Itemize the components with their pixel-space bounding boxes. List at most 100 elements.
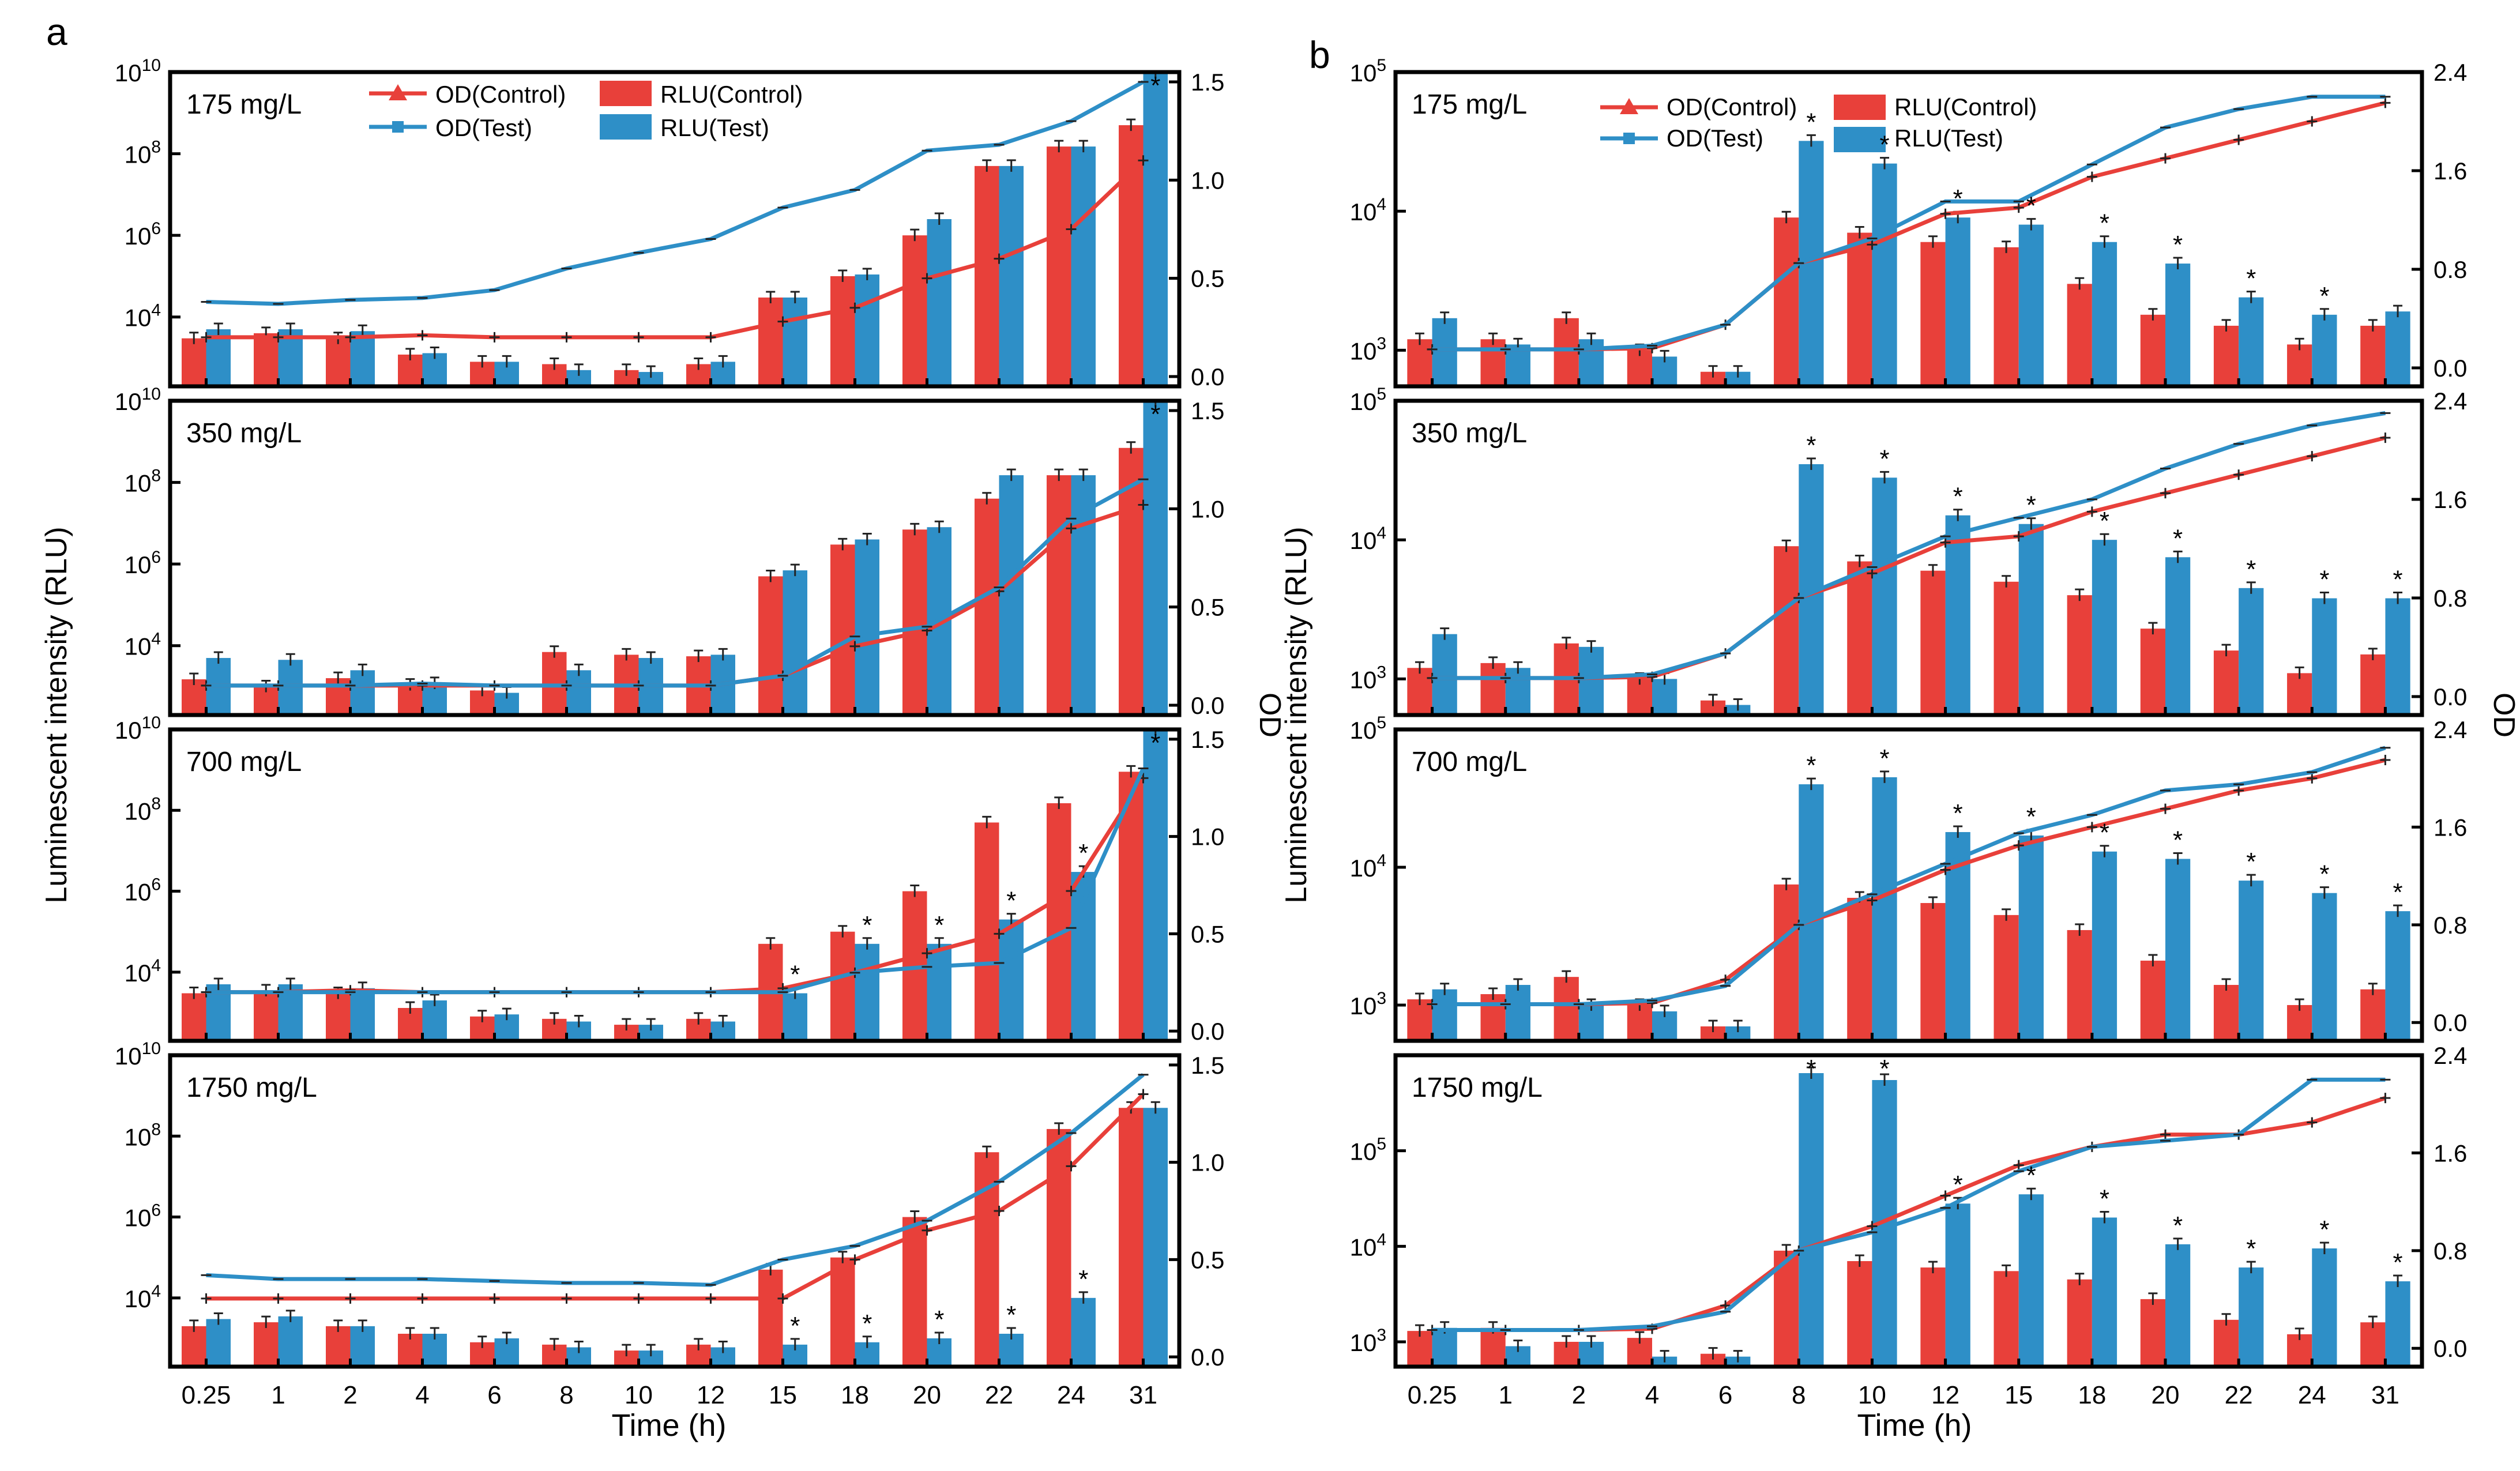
bar-rlu-control xyxy=(902,529,927,715)
point-od-control xyxy=(1720,975,1731,985)
bar-rlu-test xyxy=(999,165,1024,386)
significance-star: * xyxy=(2100,1184,2109,1213)
bar-rlu-test xyxy=(783,297,807,386)
category-label: 22 xyxy=(2225,1381,2253,1409)
bar-rlu-test xyxy=(1432,989,1457,1041)
significance-star: * xyxy=(862,911,872,939)
bar-rlu-test xyxy=(566,670,591,715)
subplot-title: 175 mg/L xyxy=(1412,89,1527,120)
left-tick-label: 106 xyxy=(125,548,161,578)
bar-rlu-test xyxy=(350,988,375,1041)
bar-rlu-test xyxy=(278,1316,303,1367)
significance-star: * xyxy=(2100,819,2109,847)
point-od-control xyxy=(1867,1221,1878,1232)
b-x-axis-title: Time (h) xyxy=(1857,1408,1972,1443)
point-od-control xyxy=(2380,754,2391,765)
right-tick-label: 0.5 xyxy=(1191,920,1224,947)
a-x-axis-title: Time (h) xyxy=(612,1408,727,1443)
bar-rlu-control xyxy=(2360,654,2386,715)
point-od-control xyxy=(2013,531,2024,542)
point-od-control xyxy=(777,1293,788,1304)
bar-rlu-control xyxy=(1774,546,1799,715)
bar-rlu-control xyxy=(1627,1005,1652,1041)
category-label: 8 xyxy=(559,1381,573,1409)
point-od-control xyxy=(2233,469,2244,480)
left-tick-label: 103 xyxy=(1350,334,1386,364)
significance-star: * xyxy=(1806,108,1816,136)
bar-rlu-control xyxy=(1847,1261,1872,1367)
point-od-control xyxy=(1138,499,1149,510)
significance-star: * xyxy=(2026,192,2036,220)
bar-rlu-control xyxy=(1994,1271,2019,1367)
line-od-control xyxy=(206,1093,1145,1301)
bar-rlu-test xyxy=(1945,217,1970,386)
bar-rlu-test xyxy=(206,1319,231,1367)
left-tick-label: 108 xyxy=(125,138,161,168)
bar-rlu-test xyxy=(2385,311,2410,386)
bar-rlu-test xyxy=(422,1000,447,1041)
left-tick-label: 105 xyxy=(1350,1135,1386,1165)
bar-rlu-test xyxy=(350,1326,375,1367)
legend-a: OD(Control) OD(Test) RLU(Control) RLU(Te… xyxy=(369,81,803,141)
bar-rlu-control xyxy=(1847,561,1872,715)
right-tick-label: 2.4 xyxy=(2434,1042,2467,1069)
category-label: 4 xyxy=(415,1381,429,1409)
point-od-control xyxy=(2307,451,2318,462)
bar-rlu-test xyxy=(2312,893,2337,1041)
significance-star: * xyxy=(2100,507,2109,535)
right-tick-label: 0.0 xyxy=(2434,683,2467,710)
right-tick-label: 1.6 xyxy=(2434,486,2467,513)
bar-rlu-control xyxy=(2360,1322,2386,1367)
legend-od-control-label: OD(Control) xyxy=(1667,93,1797,121)
point-od-control xyxy=(417,1293,428,1304)
bar-rlu-test xyxy=(1432,1327,1457,1367)
bar-rlu-control xyxy=(1119,1108,1144,1367)
right-tick-label: 1.0 xyxy=(1191,167,1224,194)
bar-rlu-test xyxy=(999,475,1024,715)
significance-star: * xyxy=(1806,751,1816,780)
line-od-test xyxy=(1432,746,2386,1006)
bar-rlu-control xyxy=(1700,1353,1726,1367)
point-od-control xyxy=(705,1293,716,1304)
right-tick-label: 0.0 xyxy=(2434,355,2467,382)
bar-rlu-control xyxy=(830,931,855,1041)
left-tick-label: 104 xyxy=(125,630,161,660)
bar-rlu-control xyxy=(1047,1128,1071,1367)
bar-rlu-control xyxy=(1847,232,1872,386)
point-od-control xyxy=(994,253,1005,264)
significance-star: * xyxy=(1953,799,1963,827)
bar-rlu-test xyxy=(2385,1281,2410,1367)
plot-frame xyxy=(1393,398,2424,717)
bar-rlu-test xyxy=(1799,784,1824,1041)
right-tick-label: 0.0 xyxy=(2434,1335,2467,1362)
right-tick-label: 0.8 xyxy=(2434,912,2467,939)
significance-star: * xyxy=(790,1312,800,1340)
category-label: 20 xyxy=(913,1381,941,1409)
bar-rlu-test xyxy=(2312,598,2337,715)
bar-rlu-control xyxy=(1920,570,1946,715)
bar-rlu-control xyxy=(758,297,783,386)
bar-rlu-test xyxy=(2018,524,2044,715)
point-od-control xyxy=(1940,864,1951,875)
significance-star: * xyxy=(1078,839,1088,867)
point-od-control xyxy=(1066,224,1077,235)
significance-star: * xyxy=(2173,231,2183,259)
bar-rlu-test xyxy=(2092,540,2117,715)
bar-rlu-test xyxy=(350,670,375,715)
line-od-test xyxy=(206,768,1145,995)
bar-rlu-control xyxy=(1920,242,1946,386)
category-label: 24 xyxy=(2298,1381,2326,1409)
right-tick-label: 0.5 xyxy=(1191,1246,1224,1273)
bar-rlu-test xyxy=(1505,985,1530,1041)
left-tick-label: 105 xyxy=(1350,385,1386,415)
right-tick-label: 0.8 xyxy=(2434,1237,2467,1265)
significance-star: * xyxy=(2319,860,2329,889)
bar-rlu-test xyxy=(783,993,807,1041)
point-od-control xyxy=(2380,1093,2391,1104)
significance-star: * xyxy=(934,1306,944,1334)
plot-frame xyxy=(168,1053,1182,1369)
left-tick-label: 1010 xyxy=(115,713,161,744)
line-od-test xyxy=(206,1073,1145,1287)
